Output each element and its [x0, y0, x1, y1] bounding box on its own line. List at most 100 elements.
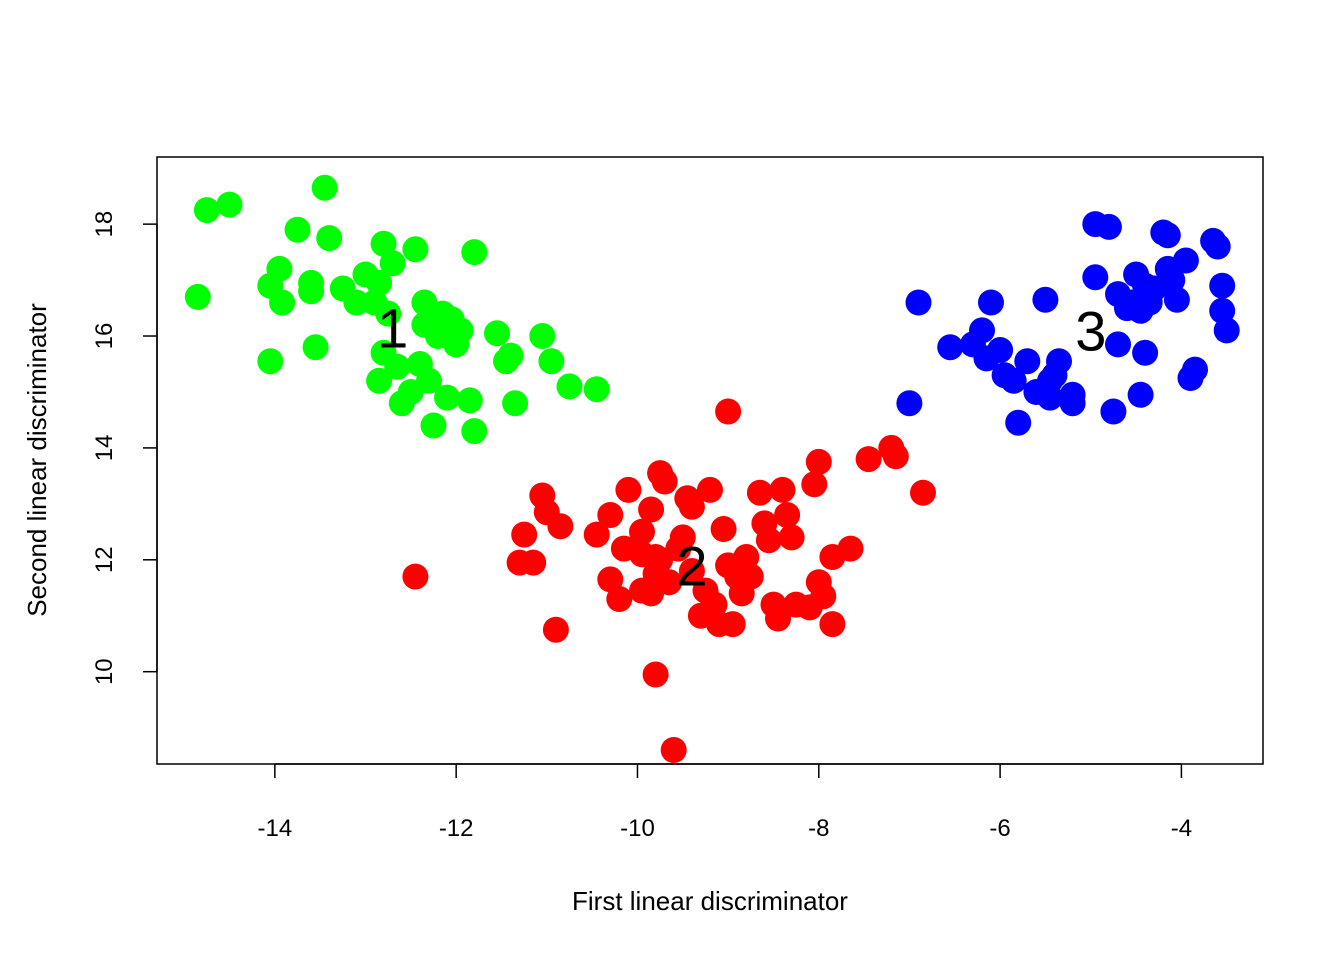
- point-class-2-40: [733, 544, 760, 570]
- point-class-1-26: [402, 236, 429, 263]
- point-class-2-53: [805, 448, 832, 475]
- point-class-2-26: [669, 524, 696, 551]
- point-class-1-48: [583, 376, 610, 403]
- x-axis: -14 -12 -10 -8 -6 -4: [258, 763, 1192, 842]
- y-axis-title: Second linear discriminator: [22, 303, 52, 617]
- point-class-2-42: [746, 479, 773, 506]
- point-class-1-4: [257, 348, 284, 375]
- point-class-3-15: [1037, 384, 1063, 411]
- point-class-1-7: [284, 216, 311, 243]
- point-class-3-0: [896, 390, 923, 417]
- point-class-3-25: [1105, 331, 1131, 358]
- point-class-3-4: [969, 317, 995, 344]
- point-class-1-11: [311, 174, 338, 201]
- point-class-1-0: [184, 283, 211, 310]
- point-class-2-11: [606, 586, 633, 612]
- data-points: [184, 174, 1240, 763]
- point-class-3-41: [1182, 356, 1208, 383]
- point-class-1-19: [366, 367, 393, 394]
- x-tick-label--8: -8: [808, 815, 829, 842]
- point-class-2-52: [801, 471, 828, 498]
- point-class-1-45: [529, 323, 556, 349]
- x-axis-title: First linear discriminator: [572, 886, 848, 916]
- point-class-1-40: [461, 418, 488, 445]
- point-class-2-63: [715, 398, 742, 425]
- point-class-1-30: [416, 367, 442, 394]
- point-class-3-45: [1209, 297, 1236, 324]
- point-class-3-13: [1032, 286, 1059, 313]
- point-class-3-31: [1132, 339, 1159, 366]
- point-class-3-17: [1046, 348, 1072, 375]
- point-class-2-47: [769, 476, 796, 503]
- point-class-3-36: [1154, 222, 1181, 249]
- point-class-2-65: [660, 737, 687, 763]
- point-class-2-6: [547, 513, 574, 540]
- point-class-1-47: [556, 373, 583, 400]
- point-class-1-9: [298, 269, 325, 296]
- point-class-3-47: [1127, 381, 1154, 408]
- point-class-2-56: [819, 611, 846, 638]
- x-tick-label--14: -14: [258, 815, 293, 842]
- point-class-2-62: [910, 479, 936, 506]
- point-class-3-23: [1100, 398, 1127, 425]
- point-class-2-8: [583, 521, 610, 548]
- point-class-2-9: [597, 502, 624, 528]
- point-class-2-58: [837, 535, 864, 562]
- point-class-3-43: [1204, 233, 1231, 260]
- point-class-3-22: [1095, 213, 1122, 240]
- point-class-3-19: [1059, 390, 1086, 417]
- y-tick-label-14: 14: [91, 435, 118, 462]
- y-tick-label-10: 10: [91, 658, 118, 685]
- point-class-1-5: [266, 255, 293, 282]
- y-axis: 10 12 14 16 18: [91, 211, 158, 685]
- point-class-1-23: [384, 353, 411, 380]
- point-class-2-0: [402, 563, 429, 590]
- point-class-1-39: [461, 239, 488, 266]
- centroid-label-2: 2: [676, 534, 707, 597]
- point-class-3-1: [905, 289, 932, 316]
- point-class-2-24: [656, 569, 683, 596]
- point-class-3-21: [1082, 264, 1109, 291]
- point-class-2-55: [810, 583, 837, 610]
- point-class-1-43: [497, 342, 524, 369]
- point-class-2-64: [642, 661, 669, 688]
- point-class-2-28: [678, 493, 705, 520]
- point-class-1-41: [484, 320, 510, 347]
- point-class-2-48: [774, 502, 801, 528]
- centroid-label-1: 1: [377, 297, 408, 360]
- point-class-1-22: [379, 250, 406, 277]
- point-class-1-1: [193, 197, 220, 224]
- point-class-2-33: [701, 591, 728, 618]
- point-class-3-39: [1172, 247, 1199, 274]
- point-class-2-13: [615, 476, 642, 503]
- point-class-1-14: [343, 289, 370, 316]
- point-class-1-17: [366, 269, 393, 296]
- point-class-3-37: [1159, 267, 1186, 294]
- point-class-2-41: [737, 563, 764, 590]
- point-class-3-2: [937, 334, 964, 361]
- point-class-2-35: [710, 516, 737, 542]
- point-class-2-32: [697, 476, 723, 503]
- point-class-1-10: [302, 334, 329, 361]
- y-tick-label-16: 16: [91, 323, 118, 350]
- x-tick-label--6: -6: [989, 815, 1010, 842]
- point-class-1-44: [502, 390, 529, 417]
- x-tick-label--12: -12: [439, 815, 474, 842]
- point-class-2-49: [778, 524, 805, 551]
- point-class-2-29: [678, 558, 705, 584]
- point-class-1-2: [216, 191, 243, 218]
- point-class-1-34: [434, 384, 461, 411]
- point-class-1-18: [370, 230, 397, 257]
- point-class-2-7: [542, 616, 569, 643]
- point-class-2-46: [765, 605, 791, 632]
- point-class-2-37: [719, 611, 746, 638]
- point-class-1-6: [269, 289, 296, 316]
- point-class-3-38: [1163, 286, 1190, 313]
- point-class-1-21: [375, 300, 402, 327]
- point-class-3-9: [1000, 367, 1027, 394]
- point-class-1-38: [456, 387, 483, 414]
- point-class-2-61: [882, 443, 909, 470]
- point-class-2-3: [520, 549, 547, 576]
- x-tick-label--4: -4: [1171, 815, 1192, 842]
